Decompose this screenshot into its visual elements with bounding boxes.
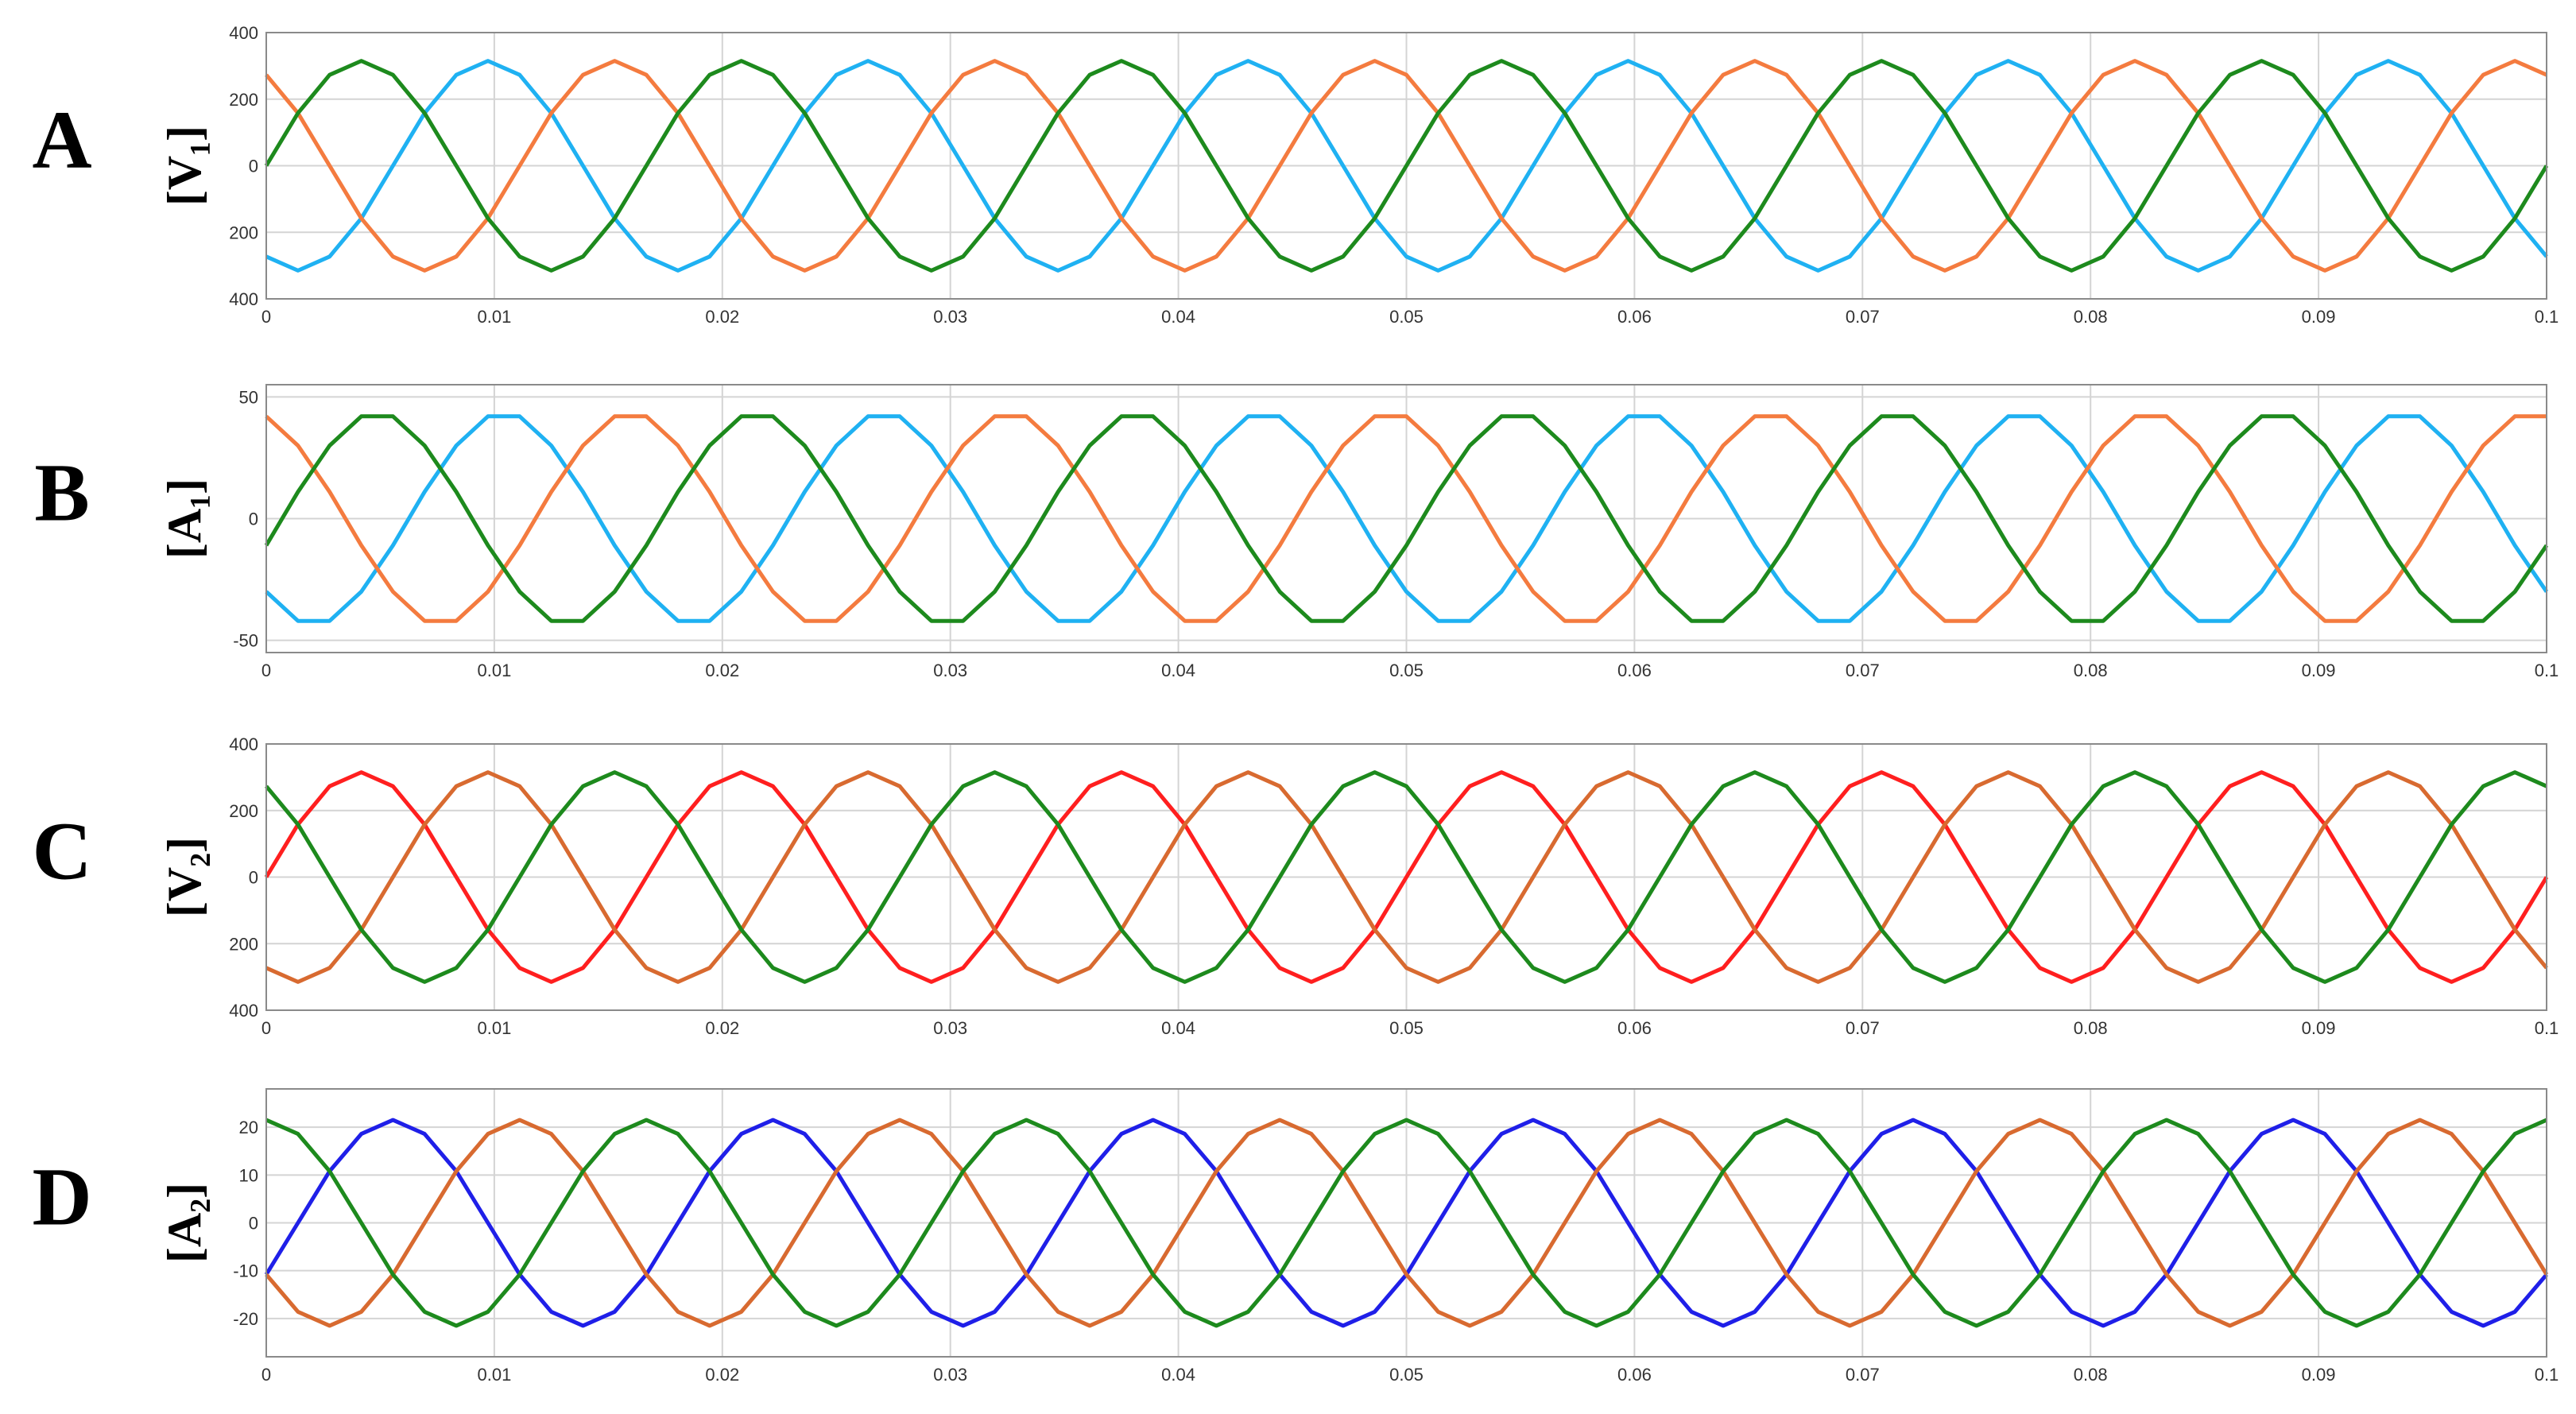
- x-tick-label: 0.09: [2302, 307, 2336, 327]
- y-tick-label: 0: [249, 868, 258, 888]
- series-line: [264, 414, 2549, 623]
- chart-panel: 20 10 0 -10 -20 0 0.01 0.02 0.03 0.04 0.05 0.06 0.07…: [32, 1088, 2559, 1385]
- plot-frame: [265, 32, 2547, 300]
- x-tick-label: 0.06: [1617, 661, 1652, 680]
- y-tick-label: 400: [229, 23, 258, 43]
- x-tick-label: 0.06: [1617, 1365, 1652, 1385]
- y-axis-label: [V₂]: [158, 837, 211, 917]
- y-tick-label: 200: [229, 934, 258, 954]
- x-tick-label: 0.03: [933, 1018, 967, 1038]
- series-line: [265, 770, 2548, 984]
- y-tick-label: 200: [229, 801, 258, 821]
- x-tick-label: 0.02: [705, 307, 739, 327]
- x-tick-label: 0.01: [477, 1365, 511, 1385]
- x-tick-label: 0: [261, 1018, 271, 1038]
- y-tick-label: 400: [229, 289, 258, 309]
- series-line: [265, 770, 2548, 984]
- x-tick-label: 0.07: [1846, 1018, 1880, 1038]
- x-tick-label: 0.01: [477, 1018, 511, 1038]
- y-tick-label: 50: [239, 387, 258, 407]
- panel-label: C: [32, 806, 91, 897]
- series-line: [265, 1118, 2549, 1328]
- y-axis-label: [A₂]: [158, 1183, 211, 1263]
- panel-label: B: [34, 447, 89, 539]
- x-tick-label: 0.09: [2302, 661, 2336, 680]
- x-tick-label: 0.08: [2074, 307, 2108, 327]
- x-tick-label: 0.06: [1617, 307, 1652, 327]
- plot-frame: [265, 1088, 2547, 1358]
- x-tick-label: 0: [261, 307, 271, 327]
- y-tick-label: -50: [233, 631, 258, 651]
- x-tick-label: 0: [261, 661, 271, 680]
- chart-panel: 500-500 0.01 0.02 0.03 0.04 0.05 0.06 0.07 0.08 0…: [34, 384, 2559, 680]
- x-tick-label: 0.01: [477, 661, 511, 680]
- x-tick-label: 0.02: [705, 661, 739, 680]
- panel-label: A: [32, 95, 91, 186]
- x-tick-label: 0.1: [2535, 307, 2559, 327]
- y-tick-label: 400: [229, 734, 258, 754]
- x-tick-label: 0.07: [1846, 307, 1880, 327]
- series-line: [265, 1118, 2548, 1328]
- y-tick-label: 200: [229, 90, 258, 110]
- y-tick-label: 0: [249, 509, 258, 529]
- series-line: [265, 414, 2549, 623]
- x-tick-label: 0.09: [2302, 1365, 2336, 1385]
- x-tick-label: 0.1: [2535, 1018, 2559, 1038]
- x-tick-label: 0.05: [1389, 307, 1424, 327]
- y-tick-label: 20: [239, 1118, 258, 1137]
- x-tick-label: 0.01: [477, 307, 511, 327]
- x-tick-label: 0.02: [705, 1018, 739, 1038]
- x-tick-label: 0.05: [1389, 1365, 1424, 1385]
- series-line: [264, 59, 2549, 273]
- x-tick-label: 0.1: [2535, 1365, 2559, 1385]
- x-tick-label: 0.05: [1389, 661, 1424, 680]
- x-tick-label: 0.09: [2302, 1018, 2336, 1038]
- x-tick-label: 0: [261, 1365, 271, 1385]
- x-tick-label: 0.02: [705, 1365, 739, 1385]
- x-tick-label: 0.04: [1161, 1018, 1195, 1038]
- x-tick-label: 0.08: [2074, 1018, 2108, 1038]
- x-tick-label: 0.08: [2074, 1365, 2108, 1385]
- y-tick-label: 200: [229, 223, 258, 242]
- x-tick-label: 0.03: [933, 307, 967, 327]
- x-tick-label: 0.03: [933, 1365, 967, 1385]
- y-tick-label: 400: [229, 1001, 258, 1021]
- x-tick-label: 0.07: [1846, 661, 1880, 680]
- x-tick-label: 0.03: [933, 661, 967, 680]
- series-line: [265, 59, 2548, 273]
- series-line: [264, 770, 2549, 984]
- x-tick-label: 0.07: [1846, 1365, 1880, 1385]
- y-axis-label: [V₁]: [158, 126, 211, 206]
- x-tick-label: 0.1: [2535, 661, 2559, 680]
- x-tick-label: 0.04: [1161, 307, 1195, 327]
- x-tick-label: 0.05: [1389, 1018, 1424, 1038]
- y-tick-label: 0: [249, 157, 258, 176]
- y-axis-label: [A₁]: [158, 478, 211, 559]
- series-line: [265, 414, 2547, 623]
- x-tick-label: 0.08: [2074, 661, 2108, 680]
- y-tick-label: -10: [233, 1261, 258, 1281]
- panel-label: D: [32, 1152, 91, 1243]
- x-tick-label: 0.06: [1617, 1018, 1652, 1038]
- plot-frame: [265, 384, 2547, 653]
- y-tick-label: 0: [249, 1214, 258, 1234]
- series-line: [265, 59, 2548, 273]
- x-tick-label: 0.04: [1161, 1365, 1195, 1385]
- x-tick-label: 0.04: [1161, 661, 1195, 680]
- y-tick-label: 10: [239, 1165, 258, 1185]
- plot-frame: [265, 743, 2547, 1011]
- y-tick-label: -20: [233, 1309, 258, 1329]
